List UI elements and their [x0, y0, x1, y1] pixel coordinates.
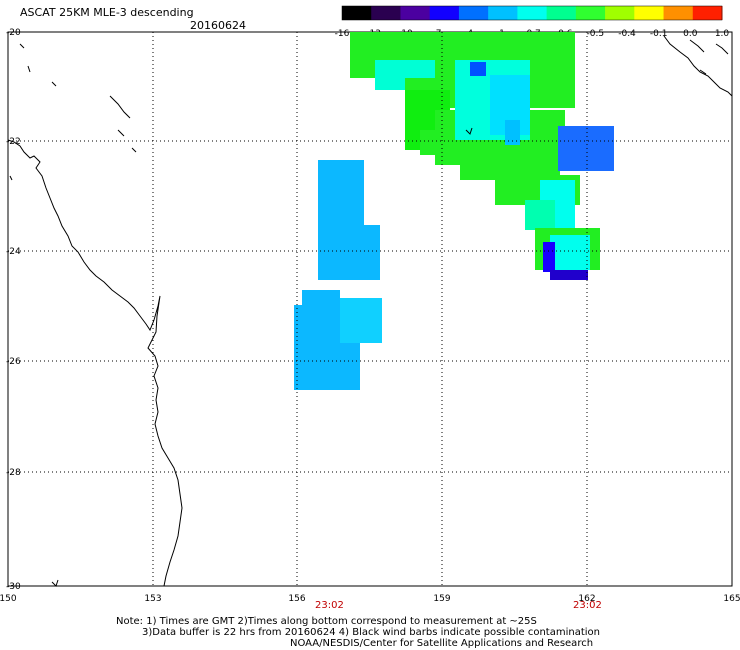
colorbar-swatch — [546, 6, 577, 20]
lon-tick-label: 165 — [723, 594, 740, 604]
lat-tick-label: -20 — [6, 28, 21, 38]
lat-tick-label: -30 — [6, 582, 21, 592]
lat-tick-label: -24 — [6, 247, 21, 257]
time-label-east: 23:02 — [573, 600, 602, 611]
colorbar-label: -0.4 — [618, 29, 636, 39]
colorbar-label: -16 — [335, 29, 350, 39]
colorbar-swatch — [371, 6, 401, 20]
map-title: ASCAT 25KM MLE-3 descending — [20, 6, 194, 19]
coastline-island — [9, 43, 137, 181]
footer-note-line2: 3)Data buffer is 22 hrs from 20160624 4)… — [142, 627, 600, 638]
time-label-west: 23:02 — [315, 600, 344, 611]
wind-swath-east — [350, 32, 614, 280]
lat-labels: -20 -22 -24 -26 -28 -30 — [6, 28, 21, 592]
lon-tick-label: 150 — [0, 594, 17, 604]
graticule — [8, 32, 732, 586]
colorbar-swatch — [400, 6, 431, 20]
lat-tick-label: -28 — [6, 468, 21, 478]
colorbar-swatch — [634, 6, 665, 20]
colorbar-swatch — [429, 6, 460, 20]
coastline-australia — [7, 139, 183, 587]
colorbar-swatch — [488, 6, 518, 20]
colorbar-swatch — [663, 6, 694, 20]
footer-note-line1: Note: 1) Times are GMT 2)Times along bot… — [116, 616, 537, 627]
colorbar-swatch — [458, 6, 489, 20]
coastline-small — [51, 127, 473, 587]
colorbar-swatch — [517, 6, 548, 20]
coastline-vanuatu — [663, 35, 733, 97]
colorbar-label: -0.1 — [650, 29, 668, 39]
colorbar-label: 0.0 — [683, 29, 698, 39]
colorbar-label: -0.5 — [587, 29, 605, 39]
lon-tick-label: 156 — [288, 594, 305, 604]
colorbar-swatch — [342, 6, 372, 20]
colorbar-label: 1.0 — [715, 29, 730, 39]
lat-tick-label: -22 — [6, 137, 21, 147]
lat-tick-label: -26 — [6, 357, 21, 367]
lon-tick-label: 153 — [144, 594, 161, 604]
colorbar-swatch — [692, 6, 723, 20]
footer-credit: NOAA/NESDIS/Center for Satellite Applica… — [290, 638, 594, 649]
colorbar-swatch — [575, 6, 606, 20]
map-date: 20160624 — [190, 19, 246, 32]
lon-labels: 150 153 156 159 162 165 — [0, 594, 740, 604]
lon-tick-label: 162 — [578, 594, 595, 604]
wind-swath-west — [294, 160, 382, 390]
lon-tick-label: 159 — [433, 594, 450, 604]
colorbar-swatch — [605, 6, 635, 20]
